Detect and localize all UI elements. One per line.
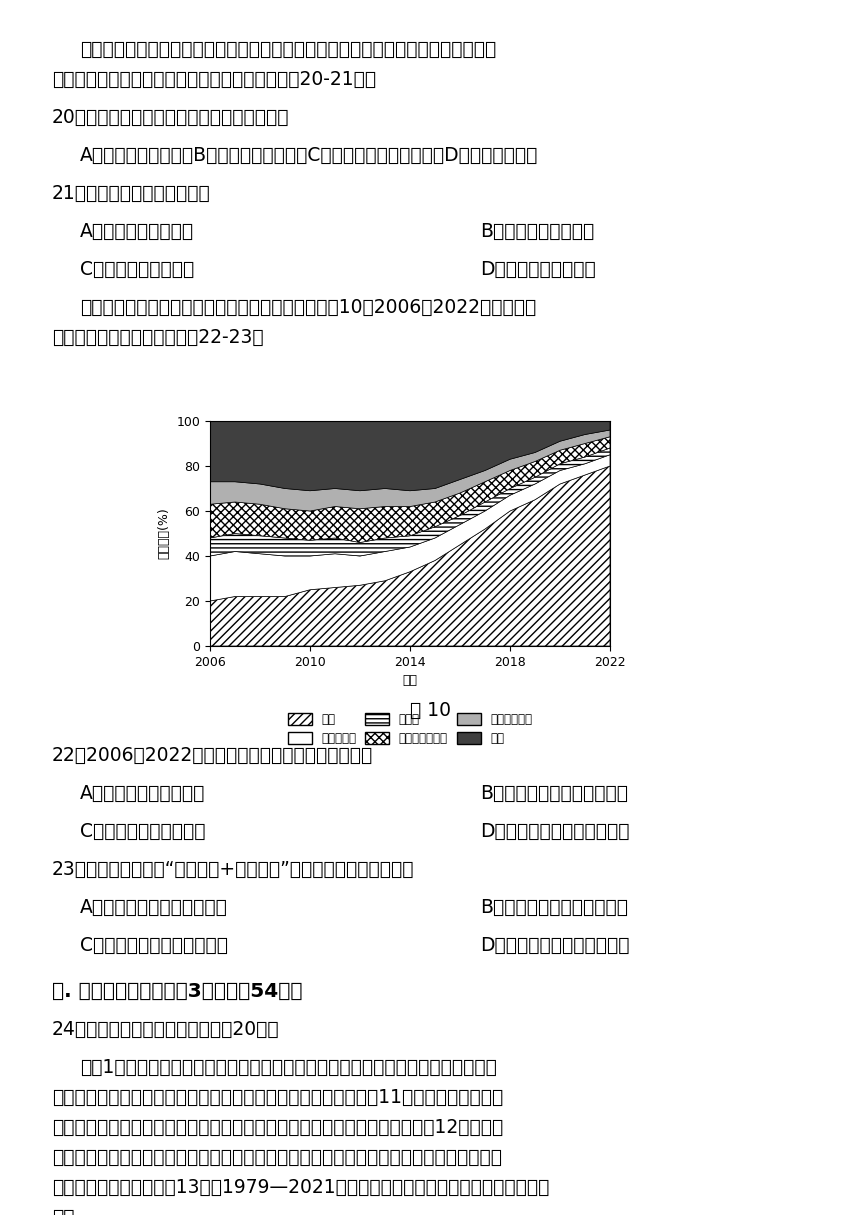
Text: B．拥有提锂技术和成本优势: B．拥有提锂技术和成本优势: [480, 898, 628, 917]
Text: B．传统行业对锂需求量下降: B．传统行业对锂需求量下降: [480, 784, 628, 803]
Text: 23．全球锂产业形成“海外资源+中国加工”模式，最主要原因是我国: 23．全球锂产业形成“海外资源+中国加工”模式，最主要原因是我国: [52, 860, 415, 878]
Text: 21．我国内陆城市建设陆港会: 21．我国内陆城市建设陆港会: [52, 183, 211, 203]
Text: 图 10: 图 10: [409, 701, 451, 720]
Text: 24．阅读材料，完成下列问题。（20分）: 24．阅读材料，完成下列问题。（20分）: [52, 1021, 280, 1039]
Y-axis label: 市场份额(%): 市场份额(%): [158, 508, 171, 559]
Text: 陆港是指在海港以外地区建设，代表海港行使报关等功能的物流中心。我国目前主要: 陆港是指在海港以外地区建设，代表海港行使报关等功能的物流中心。我国目前主要: [80, 40, 496, 60]
Text: 22．2006～2022年锂应用行业结构变化的主要原因是: 22．2006～2022年锂应用行业结构变化的主要原因是: [52, 746, 373, 765]
Text: C．增加交通运输方式: C．增加交通运输方式: [80, 260, 194, 279]
Text: 化。: 化。: [52, 1208, 75, 1215]
Text: 20．与义乌陆港相比，成都陆港更能使上海港: 20．与义乌陆港相比，成都陆港更能使上海港: [52, 108, 290, 128]
Text: D．新能源汽车拉动用锂需求: D．新能源汽车拉动用锂需求: [480, 823, 630, 841]
Text: A．缓解交通拥堵　　B．拓展腹地范围　　C．提高通关效率　　　　D．缩短联运距离: A．缓解交通拥堵 B．拓展腹地范围 C．提高通关效率 D．缩短联运距离: [80, 146, 538, 165]
Text: 二. 非选择题：本大题共3小题，全54分。: 二. 非选择题：本大题共3小题，全54分。: [52, 982, 303, 1001]
X-axis label: 年份: 年份: [402, 674, 417, 688]
Text: D．锂产业链下游产业较集中: D．锂产业链下游产业较集中: [480, 936, 630, 955]
Text: B．改变城市地域文化: B．改变城市地域文化: [480, 222, 594, 241]
Text: 用行业市场份额图。据此完成22-23题: 用行业市场份额图。据此完成22-23题: [52, 328, 264, 347]
Text: A．全球锂开发进程加快: A．全球锂开发进程加快: [80, 784, 206, 803]
Legend: 电池, 陶瓷、玻璃, 润滑脂, 空气处理、连铸, 聚合物、制药, 其他: 电池, 陶瓷、玻璃, 润滑脂, 空气处理、连铸, 聚合物、制药, 其他: [283, 708, 537, 750]
Text: 锂是我国战略性矿产资源，也是重要的能源金属。图10为2006～2022年全球锂应: 锂是我国战略性矿产资源，也是重要的能源金属。图10为2006～2022年全球锂应: [80, 298, 537, 317]
Text: 天气、气候异常有重要的影响。当其中心位于阴留申群岛东侧（图11），此时的气旋型风: 天气、气候异常有重要的影响。当其中心位于阴留申群岛东侧（图11），此时的气旋型风: [52, 1087, 503, 1107]
Text: 致白令海海冰面积显著减小的重要原因之一。白令海海冰面积的变化也对区域水文、大气、: 致白令海海冰面积显著减小的重要原因之一。白令海海冰面积的变化也对区域水文、大气、: [52, 1148, 502, 1166]
Text: 陆港有浙江义乌陆港、四川成都陆港等。据此完成20-21题。: 陆港有浙江义乌陆港、四川成都陆港等。据此完成20-21题。: [52, 70, 376, 89]
Text: A．锂原矿和锂精矿供给充足: A．锂原矿和锂精矿供给充足: [80, 898, 228, 917]
Text: 生态系统等产生影响。图13示意1979—2021年白令海海冰融冰开始日、结冰开始日的变: 生态系统等产生影响。图13示意1979—2021年白令海海冰融冰开始日、结冰开始…: [52, 1179, 550, 1197]
Text: D．推动国际贸易发展: D．推动国际贸易发展: [480, 260, 596, 279]
Text: C．全球锂产品产能释放: C．全球锂产品产能释放: [80, 823, 206, 841]
Text: 每年1月份，在阴留申群岛附近海域形成的阴留申低压，强度和位置异常对北半球的: 每年1月份，在阴留申群岛附近海域形成的阴留申低压，强度和位置异常对北半球的: [80, 1058, 497, 1076]
Text: C．锂初级产品企业竞争力弱: C．锂初级产品企业竞争力弱: [80, 936, 228, 955]
Text: A．扩大行政管辖范围: A．扩大行政管辖范围: [80, 222, 194, 241]
Text: 场有利于海冰向外扩展。研究表明，近年来阴留申低压中心位置明显偏西（图12），是导: 场有利于海冰向外扩展。研究表明，近年来阴留申低压中心位置明显偏西（图12），是导: [52, 1118, 503, 1137]
